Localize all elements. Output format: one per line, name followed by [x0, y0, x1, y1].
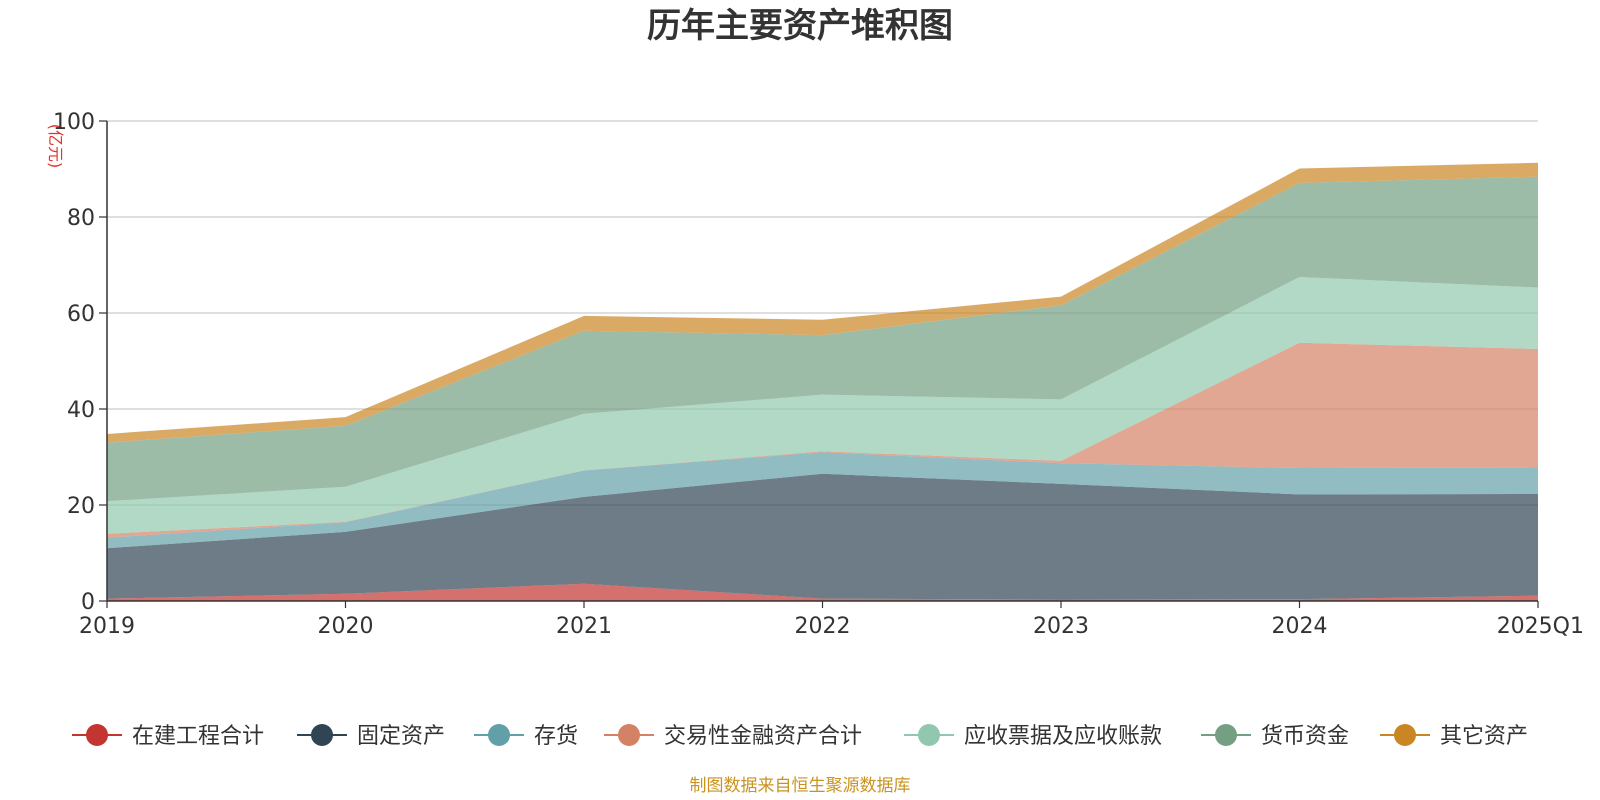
y-tick-label: 100 [53, 110, 95, 135]
legend-item-4[interactable]: 应收票据及应收账款 [904, 724, 1162, 749]
y-tick-label: 0 [81, 590, 95, 615]
area-4 [107, 277, 1538, 534]
legend-label: 在建工程合计 [132, 724, 264, 749]
legend-marker [311, 724, 333, 746]
x-tick-label: 2022 [795, 614, 851, 639]
legend-item-3[interactable]: 交易性金融资产合计 [604, 724, 862, 749]
legend[interactable]: 在建工程合计 固定资产 存货 交易性金融资产合计 应收票据及应收账款 货币资金 其它资产 [72, 724, 1528, 749]
legend-marker [618, 724, 640, 746]
legend-marker [86, 724, 108, 746]
area-series [107, 162, 1538, 601]
legend-item-6[interactable]: 其它资产 [1380, 724, 1528, 749]
area-5 [107, 176, 1538, 502]
y-tick-label: 40 [67, 398, 95, 423]
x-tick-label: 2024 [1272, 614, 1328, 639]
y-tick-label: 80 [67, 206, 95, 231]
legend-item-0[interactable]: 在建工程合计 [72, 724, 264, 749]
x-tick-label: 2020 [318, 614, 374, 639]
x-tick-label: 2021 [556, 614, 612, 639]
legend-marker [918, 724, 940, 746]
source-note: 制图数据来自恒生聚源数据库 [690, 776, 911, 796]
y-axis-unit-label: (亿元) [46, 124, 65, 169]
legend-label: 固定资产 [357, 724, 445, 749]
y-tick-label: 20 [67, 494, 95, 519]
legend-marker [1394, 724, 1416, 746]
legend-label: 其它资产 [1440, 724, 1528, 749]
legend-label: 存货 [534, 724, 578, 749]
legend-label: 应收票据及应收账款 [964, 724, 1162, 749]
legend-marker [488, 724, 510, 746]
area-3 [107, 342, 1538, 538]
area-6 [107, 162, 1538, 443]
legend-item-1[interactable]: 固定资产 [297, 724, 445, 749]
y-tick-label: 60 [67, 302, 95, 327]
x-tick-label: 2023 [1033, 614, 1089, 639]
legend-label: 交易性金融资产合计 [664, 724, 862, 749]
x-tick-label: 2025Q1 [1497, 614, 1584, 639]
legend-item-2[interactable]: 存货 [474, 724, 578, 749]
area-1 [107, 473, 1538, 600]
area-0 [107, 583, 1538, 601]
chart-title: 历年主要资产堆积图 [647, 6, 953, 46]
x-tick-label: 2019 [79, 614, 135, 639]
legend-label: 货币资金 [1261, 724, 1349, 749]
tick-labels: 0 20 40 60 80 100 2019 2020 2021 2022 2023 2024 2025… [53, 110, 1584, 639]
legend-marker [1215, 724, 1237, 746]
area-2 [107, 452, 1538, 549]
legend-item-5[interactable]: 货币资金 [1201, 724, 1349, 749]
